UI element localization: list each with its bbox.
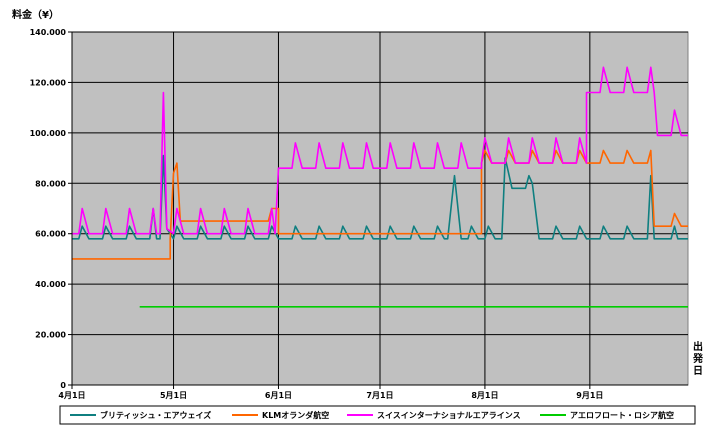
x-tick-label: 8月1日 [471, 391, 498, 400]
legend-box [59, 405, 696, 425]
legend-label-4: アエロフロート・ロシア航空 [570, 410, 674, 420]
series-line-3 [72, 66, 688, 235]
x-axis-title: 出発日 [692, 340, 704, 377]
series-line-1 [72, 154, 688, 240]
x-tick-label: 7月1日 [366, 391, 393, 400]
legend-label-2: KLMオランダ航空 [262, 410, 329, 420]
legend: ブリティッシュ・エアウェイズ KLMオランダ航空 スイスインターナショナルエアライン… [59, 405, 696, 425]
y-tick-label: 100.000 [30, 129, 67, 138]
x-tick-label: 5月1日 [160, 391, 187, 400]
y-tick-label: 120.000 [30, 78, 67, 87]
axes: 0 20.000 40.000 60.000 80.000 100.000 120.000 1… [30, 28, 688, 400]
legend-label-3: スイスインターナショナルエアラインス [377, 410, 521, 420]
y-tick-label: 60.000 [35, 230, 66, 239]
x-tick-label: 9月1日 [576, 391, 603, 400]
y-axis-title: 料金（¥） [12, 8, 59, 21]
y-tick-label: 20.000 [35, 331, 66, 340]
series-lines [72, 66, 688, 308]
legend-label-1: ブリティッシュ・エアウェイズ [100, 410, 211, 420]
x-tick-label: 4月1日 [58, 391, 85, 400]
y-tick-label: 40.000 [35, 280, 66, 289]
y-tick-label: 0 [60, 381, 66, 390]
y-tick-label: 140.000 [30, 28, 67, 37]
y-tick-label: 80.000 [35, 179, 66, 188]
x-tick-label: 6月1日 [265, 391, 292, 400]
